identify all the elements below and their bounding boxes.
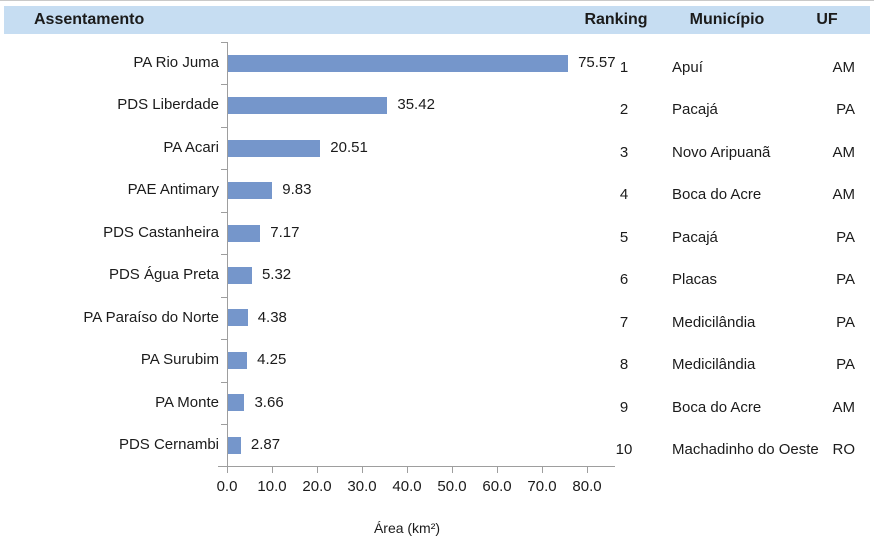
category-tick — [221, 211, 227, 213]
column-header-ranking: Ranking — [584, 11, 648, 28]
category-label: PA Paraíso do Norte — [83, 308, 219, 326]
category-tick — [221, 381, 227, 383]
rank-cell: 10 — [615, 441, 633, 459]
bar — [228, 97, 388, 115]
value-label: 7.17 — [270, 223, 300, 241]
category-label: PA Rio Juma — [133, 54, 219, 71]
bar — [228, 436, 241, 454]
uf-cell: PA — [836, 271, 855, 289]
x-tick — [452, 467, 453, 473]
municipio-cell: Medicilândia — [672, 313, 756, 331]
bar — [228, 266, 252, 284]
x-axis-title: Área (km²) — [373, 520, 441, 536]
category-tick — [221, 169, 227, 171]
municipio-cell: Boca do Acre — [672, 398, 762, 416]
municipio-cell: Machadinho do Oeste — [672, 441, 819, 459]
rank-cell: 2 — [619, 101, 629, 119]
uf-cell: AM — [832, 59, 856, 76]
x-tick — [497, 467, 498, 473]
rank-cell: 1 — [619, 59, 629, 76]
category-tick — [221, 466, 227, 467]
category-label: PA Surubim — [140, 351, 219, 369]
municipio-cell: Pacajá — [672, 101, 718, 119]
top-border-line — [0, 0, 874, 1]
rank-cell: 3 — [619, 143, 629, 161]
uf-cell: AM — [832, 143, 856, 161]
municipio-cell: Placas — [672, 271, 718, 289]
value-label: 20.51 — [330, 138, 368, 156]
bar — [228, 182, 273, 200]
x-tick-label: 50.0 — [437, 478, 467, 495]
x-tick-label: 30.0 — [347, 478, 377, 495]
rank-cell: 6 — [619, 271, 629, 289]
x-tick-label: 20.0 — [302, 478, 332, 495]
uf-cell: AM — [832, 186, 856, 204]
x-tick-label: 80.0 — [572, 478, 602, 495]
uf-cell: AM — [832, 398, 856, 416]
value-label: 4.38 — [257, 308, 287, 326]
bar — [228, 54, 569, 72]
x-tick — [227, 467, 228, 473]
uf-cell: RO — [832, 441, 856, 459]
x-tick — [542, 467, 543, 473]
rank-cell: 9 — [619, 398, 629, 416]
bar — [228, 224, 261, 242]
municipio-cell: Apuí — [672, 59, 703, 76]
category-tick — [221, 42, 227, 43]
table-header-band — [4, 6, 870, 34]
x-tick-label: 10.0 — [257, 478, 287, 495]
value-axis-line — [218, 466, 615, 467]
bar — [228, 351, 248, 369]
value-label: 35.42 — [397, 96, 435, 114]
category-tick — [221, 339, 227, 341]
x-tick-label: 70.0 — [527, 478, 557, 495]
x-tick — [407, 467, 408, 473]
value-label: 5.32 — [261, 266, 292, 284]
column-header-assentamento: Assentamento — [34, 11, 145, 28]
bar — [228, 139, 321, 157]
category-label: PDS Liberdade — [117, 96, 219, 114]
bar — [228, 309, 248, 327]
category-label: PAE Antimary — [127, 181, 219, 199]
bar — [228, 394, 245, 412]
category-tick — [221, 254, 227, 256]
rank-cell: 5 — [619, 228, 629, 246]
value-label: 4.25 — [257, 351, 287, 369]
category-tick — [221, 126, 227, 128]
category-label: PA Monte — [155, 393, 219, 411]
uf-cell: PA — [836, 356, 855, 374]
category-tick — [221, 296, 227, 298]
category-label: PDS Água Preta — [108, 266, 219, 284]
category-label: PA Acari — [163, 138, 219, 156]
x-tick-label: 60.0 — [482, 478, 512, 495]
rank-cell: 7 — [619, 313, 629, 331]
municipio-cell: Novo Aripuanã — [672, 143, 771, 161]
rank-cell: 4 — [619, 186, 629, 204]
municipio-cell: Boca do Acre — [672, 186, 762, 204]
value-label: 9.83 — [282, 181, 312, 199]
x-tick-label: 0.0 — [216, 478, 238, 495]
column-header-uf: UF — [816, 11, 838, 28]
rank-cell: 8 — [619, 356, 629, 374]
value-label: 2.87 — [250, 436, 281, 454]
value-label: 75.57 — [578, 54, 616, 71]
category-axis-line — [227, 42, 228, 467]
uf-cell: PA — [836, 101, 855, 119]
uf-cell: PA — [836, 228, 855, 246]
category-tick — [221, 424, 227, 426]
x-tick-label: 40.0 — [392, 478, 422, 495]
category-label: PDS Castanheira — [103, 223, 219, 241]
x-tick — [362, 467, 363, 473]
category-tick — [221, 84, 227, 86]
column-header-municipio: Município — [689, 11, 765, 28]
municipio-cell: Pacajá — [672, 228, 718, 246]
municipio-cell: Medicilândia — [672, 356, 756, 374]
x-tick — [317, 467, 318, 473]
x-tick — [272, 467, 273, 473]
uf-cell: PA — [836, 313, 855, 331]
x-tick — [587, 467, 588, 473]
category-label: PDS Cernambi — [118, 436, 219, 454]
value-label: 3.66 — [254, 393, 284, 411]
